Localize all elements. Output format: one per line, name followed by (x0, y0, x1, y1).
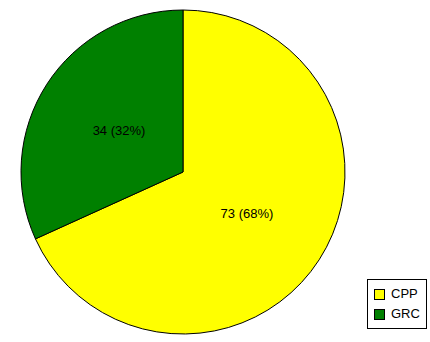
svg-text:34 (32%): 34 (32%) (93, 123, 146, 138)
html-text:CPP: CPP (391, 286, 418, 301)
html-text:GRC: GRC (391, 306, 420, 321)
svg-text:73 (68%): 73 (68%) (221, 206, 274, 221)
